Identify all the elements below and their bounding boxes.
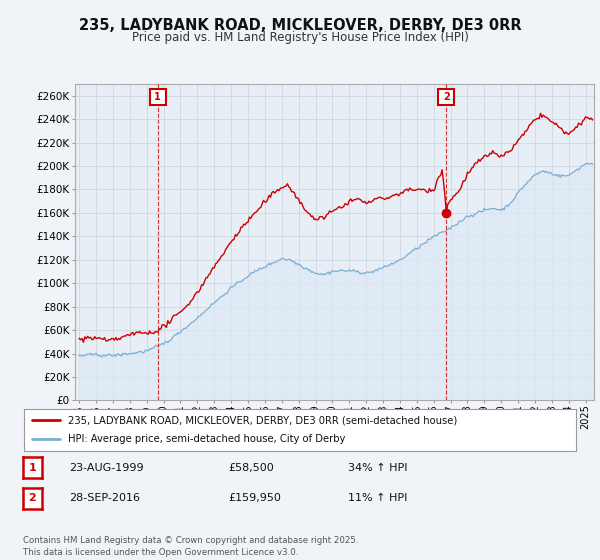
Text: 34% ↑ HPI: 34% ↑ HPI [348,463,407,473]
Text: 23-AUG-1999: 23-AUG-1999 [69,463,143,473]
Text: £58,500: £58,500 [228,463,274,473]
Text: Contains HM Land Registry data © Crown copyright and database right 2025.
This d: Contains HM Land Registry data © Crown c… [23,536,358,557]
Text: Price paid vs. HM Land Registry's House Price Index (HPI): Price paid vs. HM Land Registry's House … [131,31,469,44]
Text: 28-SEP-2016: 28-SEP-2016 [69,493,140,503]
Text: 1: 1 [29,463,36,473]
Text: £159,950: £159,950 [228,493,281,503]
Text: 11% ↑ HPI: 11% ↑ HPI [348,493,407,503]
Text: 2: 2 [29,493,36,503]
Text: HPI: Average price, semi-detached house, City of Derby: HPI: Average price, semi-detached house,… [68,435,346,445]
Text: 2: 2 [443,92,449,102]
Text: 1: 1 [154,92,161,102]
Text: 235, LADYBANK ROAD, MICKLEOVER, DERBY, DE3 0RR: 235, LADYBANK ROAD, MICKLEOVER, DERBY, D… [79,18,521,33]
Text: 235, LADYBANK ROAD, MICKLEOVER, DERBY, DE3 0RR (semi-detached house): 235, LADYBANK ROAD, MICKLEOVER, DERBY, D… [68,415,457,425]
